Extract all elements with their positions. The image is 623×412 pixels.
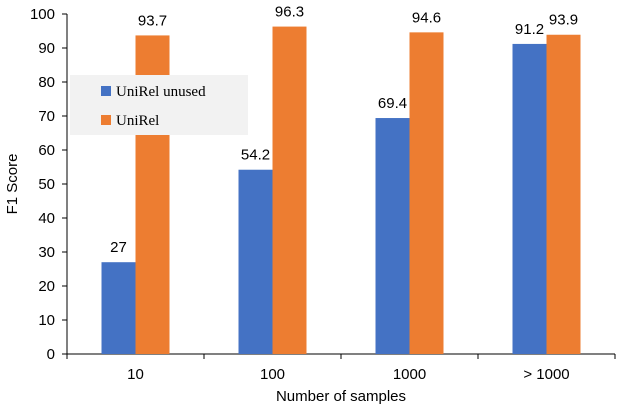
y-tick-label: 20 xyxy=(38,278,55,295)
x-tick-label: 100 xyxy=(260,366,285,383)
bars xyxy=(101,26,581,355)
y-tick-label: 50 xyxy=(38,176,55,193)
y-tick-label: 70 xyxy=(38,108,55,125)
y-axis: 0 10 20 30 40 50 60 70 80 90 100 xyxy=(30,6,68,363)
y-tick-label: 90 xyxy=(38,40,55,57)
data-label: 91.2 xyxy=(515,21,544,38)
legend: UniRel unused UniRel xyxy=(70,75,248,135)
y-tick-label: 60 xyxy=(38,142,55,159)
bar-unirel xyxy=(409,32,444,355)
data-label: 93.7 xyxy=(138,12,167,29)
y-tick-label: 100 xyxy=(30,6,55,23)
x-axis: 10 100 1000 > 1000 xyxy=(66,353,616,383)
legend-swatch-unirel xyxy=(101,115,111,125)
x-tick-label: 1000 xyxy=(393,366,426,383)
x-tick-label: 10 xyxy=(127,366,144,383)
x-tick-label: > 1000 xyxy=(523,366,569,383)
data-label: 54.2 xyxy=(241,147,270,164)
y-axis-title: F1 Score xyxy=(4,154,21,215)
data-label: 27 xyxy=(110,239,127,256)
y-tick-label: 40 xyxy=(38,210,55,227)
bar-unirel-unused xyxy=(375,118,410,354)
data-label: 93.9 xyxy=(549,12,578,29)
data-label: 69.4 xyxy=(378,95,407,112)
legend-swatch-unirel-unused xyxy=(101,86,111,96)
bar-unirel-unused xyxy=(101,262,136,354)
y-tick-label: 30 xyxy=(38,244,55,261)
bar-unirel xyxy=(546,34,581,355)
bar-unirel xyxy=(272,26,307,355)
legend-label-unirel: UniRel xyxy=(116,113,159,129)
y-tick-label: 10 xyxy=(38,312,55,329)
data-labels: 27 93.7 54.2 96.3 69.4 94.6 91.2 93.9 xyxy=(110,4,578,257)
y-tick-label: 0 xyxy=(47,346,55,363)
legend-label-unirel-unused: UniRel unused xyxy=(116,84,206,100)
bar-unirel-unused xyxy=(238,169,273,354)
legend-background xyxy=(70,75,248,135)
y-tick-label: 80 xyxy=(38,74,55,91)
bar-unirel-unused xyxy=(512,43,547,355)
x-axis-title: Number of samples xyxy=(276,388,406,405)
data-label: 94.6 xyxy=(412,9,441,26)
data-label: 96.3 xyxy=(275,4,304,21)
